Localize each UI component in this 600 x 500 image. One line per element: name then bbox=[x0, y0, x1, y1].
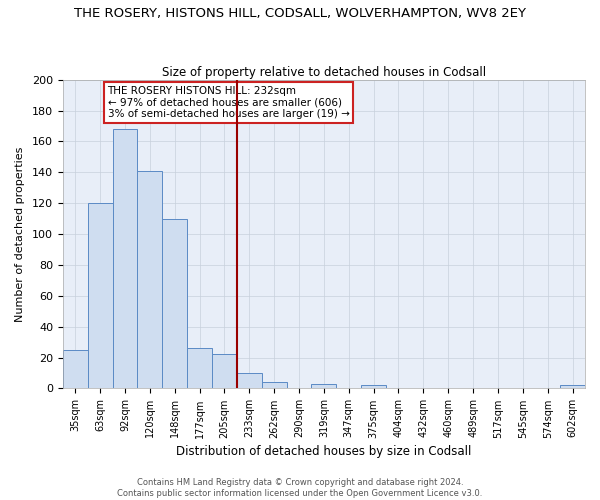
X-axis label: Distribution of detached houses by size in Codsall: Distribution of detached houses by size … bbox=[176, 444, 472, 458]
Y-axis label: Number of detached properties: Number of detached properties bbox=[15, 146, 25, 322]
Bar bbox=[311, 384, 337, 388]
Bar bbox=[560, 386, 585, 388]
Text: THE ROSERY HISTONS HILL: 232sqm
← 97% of detached houses are smaller (606)
3% of: THE ROSERY HISTONS HILL: 232sqm ← 97% of… bbox=[107, 86, 349, 119]
Text: Contains HM Land Registry data © Crown copyright and database right 2024.
Contai: Contains HM Land Registry data © Crown c… bbox=[118, 478, 482, 498]
Bar bbox=[212, 354, 237, 388]
Bar bbox=[137, 171, 162, 388]
Bar bbox=[113, 129, 137, 388]
Bar bbox=[63, 350, 88, 389]
Bar bbox=[262, 382, 287, 388]
Text: THE ROSERY, HISTONS HILL, CODSALL, WOLVERHAMPTON, WV8 2EY: THE ROSERY, HISTONS HILL, CODSALL, WOLVE… bbox=[74, 8, 526, 20]
Bar bbox=[88, 203, 113, 388]
Bar bbox=[162, 218, 187, 388]
Bar bbox=[361, 386, 386, 388]
Bar bbox=[237, 373, 262, 388]
Title: Size of property relative to detached houses in Codsall: Size of property relative to detached ho… bbox=[162, 66, 486, 78]
Bar bbox=[187, 348, 212, 389]
